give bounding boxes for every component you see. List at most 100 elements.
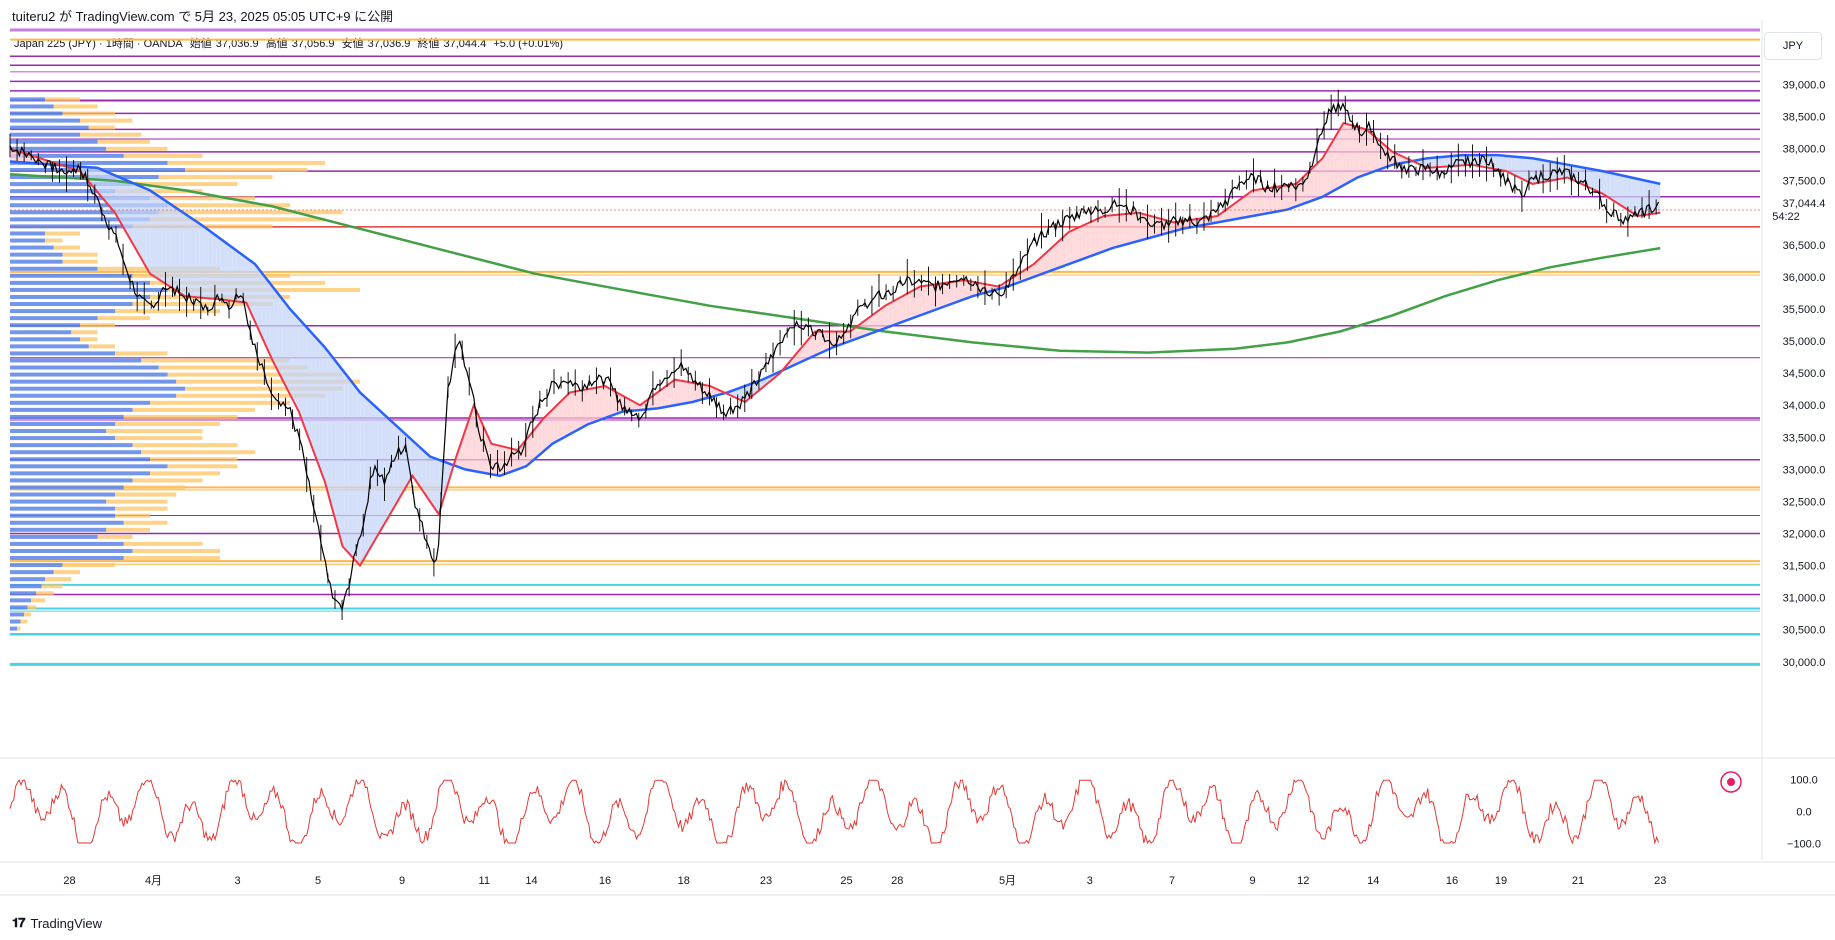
cloud-segment (216, 235, 221, 300)
cloud-segment (137, 185, 143, 260)
volume-bar-orange (20, 619, 28, 624)
cloud-segment (1111, 214, 1116, 249)
price-axis[interactable]: 39,000.038,500.038,000.037,500.037,000.0… (1764, 80, 1834, 669)
volume-bar-orange (150, 400, 290, 405)
cloud-segment (265, 277, 270, 355)
cloud-segment (1148, 215, 1153, 239)
tradingview-logo[interactable]: 𝟏𝟕 TradingView (12, 916, 102, 931)
cloud-segment (175, 207, 180, 293)
cloud-segment (538, 419, 543, 457)
volume-bar-blue (10, 309, 115, 314)
cloud-segment (884, 303, 889, 329)
cloud-segment (1284, 185, 1289, 211)
volume-bar-orange (167, 160, 325, 165)
volume-bar-blue (10, 464, 168, 469)
volume-bar-orange (132, 478, 203, 483)
cloud-segment (426, 453, 431, 503)
cloud-segment (1247, 190, 1252, 217)
volume-bar-blue (10, 182, 133, 187)
volume-bar-orange (62, 259, 98, 264)
volume-bar-blue (10, 421, 115, 426)
cloud-segment (1107, 215, 1112, 250)
cloud-segment (587, 388, 592, 425)
volume-bar-orange (62, 563, 115, 568)
volume-bar-blue (10, 365, 159, 370)
cloud-segment (921, 285, 926, 315)
cloud-segment (1330, 138, 1335, 193)
cloud-segment (203, 226, 209, 299)
volume-bar-blue (10, 231, 45, 236)
time-axis[interactable]: 28 4月 3 5 9 11 14 16 18 23 25 28 5月 3 7 9 12 14 16 19 21 23 (63, 875, 1666, 887)
volume-bar-blue (10, 414, 124, 419)
cloud-segment (1598, 170, 1603, 194)
volume-bar-orange (41, 584, 63, 589)
target-icon (1720, 771, 1742, 793)
time-tick-label: 11 (479, 875, 490, 887)
cloud-segment (682, 380, 687, 404)
volume-bar-blue (10, 563, 63, 568)
time-tick-label: 21 (1572, 875, 1584, 887)
time-tick-label: 23 (760, 875, 772, 887)
volume-bar-orange (123, 485, 185, 490)
cloud-segment (183, 212, 188, 297)
cloud-segment (1354, 126, 1360, 179)
cloud-segment (1342, 123, 1347, 186)
cloud-segment (1610, 172, 1615, 202)
volume-bar-orange (17, 626, 21, 631)
cloud-segment (1082, 223, 1087, 260)
cloud-segment (665, 383, 671, 407)
cloud-segment (1239, 196, 1244, 219)
price-tick-label: 37,500.0 (1783, 176, 1826, 188)
cloud-segment (562, 395, 567, 439)
cloud-segment (1495, 155, 1500, 170)
cloud-segment (187, 215, 192, 297)
volume-bar-blue (10, 499, 107, 504)
volume-bar-orange (97, 316, 150, 321)
price-tick-label: 34,500.0 (1783, 368, 1826, 380)
cloud-segment (154, 193, 159, 280)
cloud-segment (872, 312, 877, 333)
cloud-segment (950, 281, 955, 305)
cloud-segment (818, 331, 823, 354)
volume-bar-blue (10, 337, 80, 342)
cloud-segment (1631, 177, 1636, 215)
cloud-segment (467, 410, 473, 471)
cloud-segment (109, 172, 114, 211)
volume-bar-blue (10, 323, 80, 328)
target-icon-dot (1727, 778, 1735, 786)
volume-bar-blue (10, 379, 177, 384)
volume-bar-blue (10, 132, 80, 137)
sma-long-line (9, 173, 1661, 354)
current-price-badge (1764, 193, 1834, 224)
volume-bar-orange (115, 513, 150, 518)
cloud-segment (1078, 225, 1083, 261)
cloud-segment (1367, 130, 1372, 174)
volume-bar-blue (10, 612, 24, 617)
time-tick-label: 9 (1249, 875, 1255, 887)
cloud-segment (1383, 144, 1388, 168)
cloud-segment (117, 176, 122, 224)
volume-bar-orange (150, 457, 238, 462)
cloud-segment (1396, 153, 1401, 165)
cloud-segment (10, 148, 15, 162)
time-tick-label: 12 (1297, 875, 1309, 887)
currency-selector[interactable]: JPY (1764, 32, 1822, 60)
symbol-name[interactable]: Japan 225 (JPY) · 1時間 · OANDA (14, 38, 183, 50)
cloud-segment (1099, 216, 1104, 253)
cloud-segment (1499, 155, 1504, 171)
volume-bar-orange (132, 548, 220, 553)
volume-bar-orange (24, 612, 31, 617)
cloud-segment (1387, 147, 1393, 167)
cloud-segment (1255, 189, 1261, 216)
cloud-segment (674, 380, 679, 406)
cloud-segment (566, 392, 572, 436)
symbol-ohlc-line: Japan 225 (JPY) · 1時間 · OANDA 始値 37,036.9… (14, 35, 567, 51)
price-tick-label: 39,000.0 (1783, 80, 1826, 92)
oscillator-line (9, 778, 1659, 845)
volume-bar-orange (88, 344, 115, 349)
cloud-segment (492, 444, 497, 476)
volume-bar-orange (167, 464, 238, 469)
cloud-segment (96, 167, 101, 196)
oscillator-pane: 100.0 0.0 −100.0 (9, 775, 1821, 851)
